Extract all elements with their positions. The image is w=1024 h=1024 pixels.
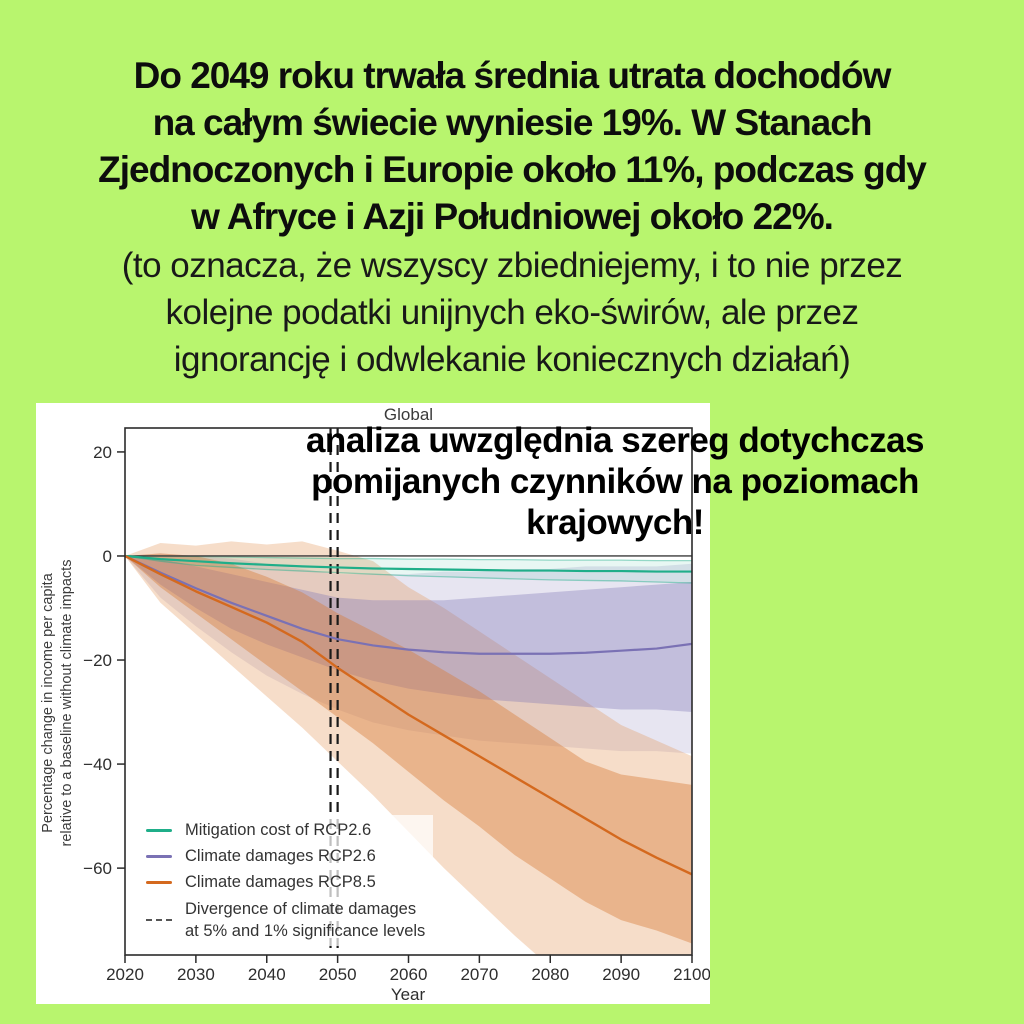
legend-label: Climate damages RCP2.6 (185, 846, 376, 865)
chart-panel: Global Percentage change in income per c… (36, 403, 710, 1004)
tick-labels: 2020 2030 2040 2050 2060 2070 2080 2090 2100 20 0 −… (83, 443, 710, 984)
chart-title: Global (383, 405, 434, 424)
x-axis-label: Year (391, 985, 426, 1004)
y-tick-label: −40 (83, 755, 112, 774)
x-tick-label: 2100 (673, 965, 710, 984)
series-lines (125, 554, 692, 876)
ci-band-rcp26-damages-outer (125, 553, 692, 754)
x-tick-label: 2050 (319, 965, 357, 984)
subheadline-line-1: (to oznacza, że wszyscy zbiedniejemy, i … (121, 246, 903, 285)
legend-item-damages-rcp26: Climate damages RCP2.6 (146, 843, 425, 869)
series-line-mitigation-cost-of-rcp2-6 (125, 554, 692, 573)
confidence-bands (125, 541, 692, 955)
headline-line-4: w Afryce i Azji Południowej około 22%. (191, 196, 834, 237)
headline-line-2: na całym świecie wyniesie 19%. W Stanach (152, 102, 873, 143)
ci-band-rcp85-damages-inner (125, 553, 692, 944)
overlay-annotation: analiza uwzględnia szereg dotychczas pom… (250, 420, 980, 543)
legend-swatch-rcp26-line (146, 854, 172, 858)
legend-label-line-2: at 5% and 1% significance levels (185, 922, 426, 940)
legend-label-line-1: Divergence of climate damages (185, 900, 417, 918)
subheadline-line-2: kolejne podatki unijnych eko-świrów, ale… (165, 293, 859, 332)
x-tick-label: 2080 (531, 965, 569, 984)
legend-item-divergence: Divergence of climate damages at 5% and … (146, 898, 425, 942)
overlay-line-3: krajowych! (526, 503, 704, 542)
x-tick-label: 2040 (248, 965, 286, 984)
y-tick-label: −60 (83, 859, 112, 878)
y-tick-label: 0 (103, 547, 112, 566)
overlay-line-1: analiza uwzględnia szereg dotychczas (305, 421, 925, 460)
subheadline-line-3: ignorancję i odwlekanie koniecznych dzia… (173, 340, 851, 379)
ci-band-rcp26-damages-inner (125, 555, 692, 713)
x-tick-label: 2020 (106, 965, 144, 984)
divergence-dashed-lines (329, 428, 339, 955)
y-tick-label: 20 (93, 443, 112, 462)
legend-item-damages-rcp85: Climate damages RCP8.5 (146, 869, 425, 895)
legend: Mitigation cost of RCP2.6 Climate damage… (140, 815, 434, 946)
x-tick-label: 2060 (390, 965, 428, 984)
x-tick-label: 2090 (602, 965, 640, 984)
x-tick-label: 2030 (177, 965, 215, 984)
series-line-climate-damages-rcp2-6 (125, 554, 692, 655)
ci-edge-upper-rcp26-mitigation (125, 555, 692, 562)
legend-swatch-rcp85-line (146, 880, 172, 884)
headline: Do 2049 roku trwała średnia utrata docho… (0, 52, 1024, 240)
legend-label: Mitigation cost of RCP2.6 (185, 820, 372, 839)
y-tick-label: −20 (83, 651, 112, 670)
series-line-climate-damages-rcp8-5 (125, 554, 692, 876)
tick-marks (117, 451, 693, 963)
subheadline: (to oznacza, że wszyscy zbiedniejemy, i … (0, 242, 1024, 383)
headline-line-1: Do 2049 roku trwała średnia utrata docho… (133, 55, 892, 96)
x-tick-label: 2070 (460, 965, 498, 984)
legend-swatch-dashed-line (146, 919, 172, 921)
legend-item-mitigation-rcp26: Mitigation cost of RCP2.6 (146, 817, 425, 843)
headline-line-3: Zjednoczonych i Europie około 11%, podcz… (98, 149, 927, 190)
overlay-line-2: pomijanych czynników na poziomach (311, 462, 919, 501)
line-chart: 2020 2030 2040 2050 2060 2070 2080 2090 2100 20 0 −… (83, 427, 710, 1004)
legend-swatch-mitigation-line (146, 828, 172, 832)
legend-label: Climate damages RCP8.5 (185, 872, 376, 891)
ci-band-rcp85-damages-outer (125, 541, 692, 955)
ci-edge-lower-rcp26-mitigation (125, 555, 692, 584)
